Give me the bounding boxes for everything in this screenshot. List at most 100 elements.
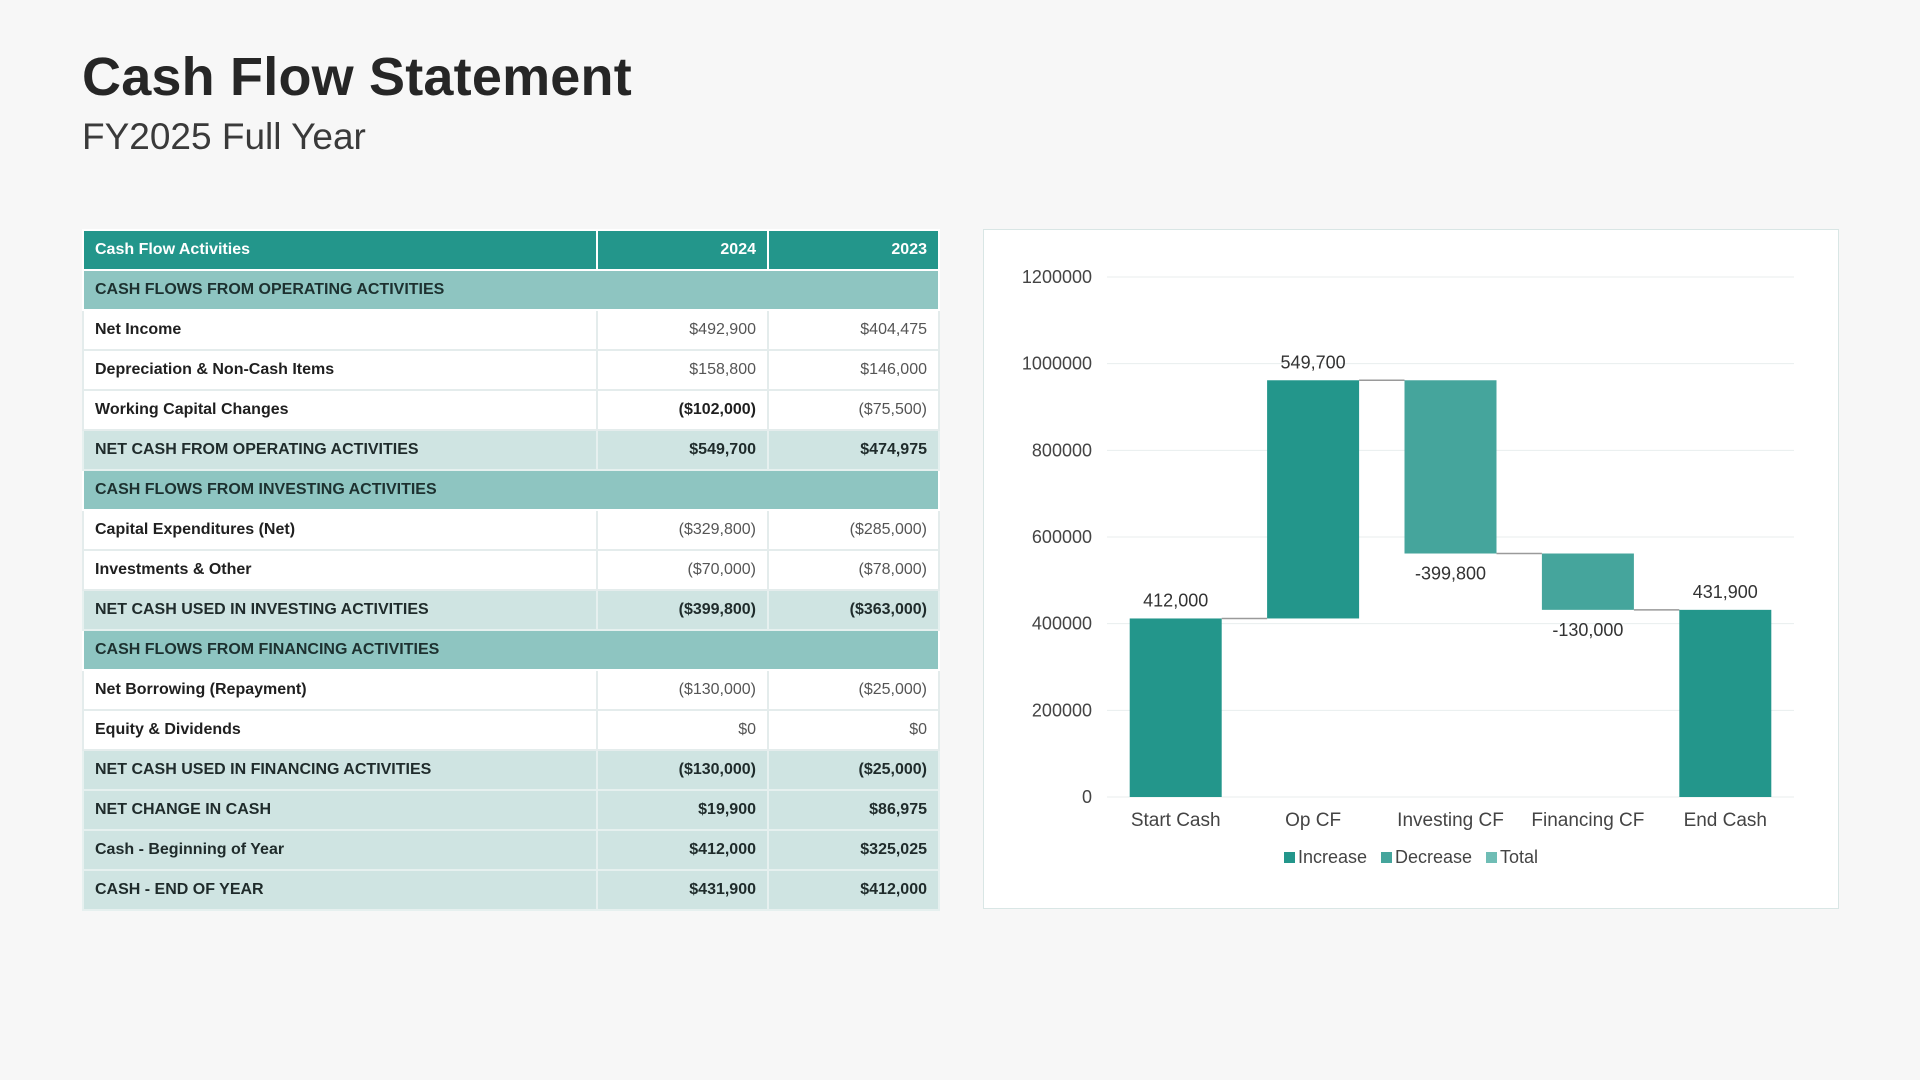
cash-flow-table-container: Cash Flow Activities 2024 2023 CASH FLOW… bbox=[82, 229, 940, 911]
cell-2024: ($130,000) bbox=[596, 669, 769, 711]
row-label: Investments & Other bbox=[82, 549, 598, 591]
cell-2023: $325,025 bbox=[767, 829, 940, 871]
row-label: Capital Expenditures (Net) bbox=[82, 509, 598, 551]
y-tick-label: 200000 bbox=[1032, 700, 1092, 720]
y-tick-label: 600000 bbox=[1032, 527, 1092, 547]
page-title: Cash Flow Statement bbox=[82, 47, 632, 107]
y-tick-label: 800000 bbox=[1032, 440, 1092, 460]
cell-2023: $474,975 bbox=[767, 429, 940, 471]
bar-end-cash bbox=[1679, 609, 1772, 797]
column-header-2024: 2024 bbox=[596, 229, 769, 271]
bar-financing-cf bbox=[1541, 553, 1634, 610]
legend-swatch bbox=[1486, 852, 1498, 863]
cell-2024: $431,900 bbox=[596, 869, 769, 911]
waterfall-chart: 0 200000 400000 600000 800000 1000000 1200000 4… bbox=[1022, 267, 1794, 831]
data-label: 431,900 bbox=[1693, 582, 1758, 602]
cell-2024: ($102,000) bbox=[596, 389, 769, 431]
cell-2024: $412,000 bbox=[596, 829, 769, 871]
cell-2024: ($329,800) bbox=[596, 509, 769, 551]
row-label: CASH - END OF YEAR bbox=[82, 869, 598, 911]
data-label: 412,000 bbox=[1143, 590, 1208, 610]
cell-2023: ($25,000) bbox=[767, 669, 940, 711]
table-row: Depreciation & Non-Cash Items $158,800 $14… bbox=[82, 349, 940, 391]
cell-2024: ($70,000) bbox=[596, 549, 769, 591]
table-section-row: CASH FLOWS FROM FINANCING ACTIVITIES bbox=[82, 629, 940, 671]
table-body: CASH FLOWS FROM OPERATING ACTIVITIES Net … bbox=[82, 269, 940, 911]
cell-2023: $412,000 bbox=[767, 869, 940, 911]
table-row: Net Income $492,900 $404,475 bbox=[82, 309, 940, 351]
table-row: Net Borrowing (Repayment) ($130,000) ($25,… bbox=[82, 669, 940, 711]
waterfall-chart-panel: 0 200000 400000 600000 800000 1000000 1200000 4… bbox=[983, 229, 1839, 909]
bar-start-cash bbox=[1129, 618, 1222, 797]
legend-item: Total bbox=[1486, 847, 1538, 868]
cell-2023: ($25,000) bbox=[767, 749, 940, 791]
data-label: -130,000 bbox=[1552, 620, 1623, 640]
table-row: Working Capital Changes ($102,000) ($75,50… bbox=[82, 389, 940, 431]
data-label: -399,800 bbox=[1415, 564, 1486, 584]
x-category-label: Investing CF bbox=[1397, 810, 1504, 831]
row-label: Working Capital Changes bbox=[82, 389, 598, 431]
legend-swatch bbox=[1380, 852, 1392, 863]
cash-flow-table: Cash Flow Activities 2024 2023 CASH FLOW… bbox=[82, 229, 940, 911]
table-subtotal-row: NET CHANGE IN CASH $19,900 $86,975 bbox=[82, 789, 940, 831]
table-row: Investments & Other ($70,000) ($78,000) bbox=[82, 549, 940, 591]
x-category-label: Financing CF bbox=[1531, 810, 1644, 831]
column-header-activities: Cash Flow Activities bbox=[82, 229, 598, 271]
cell-2023: ($75,500) bbox=[767, 389, 940, 431]
x-category-label: End Cash bbox=[1684, 810, 1767, 831]
chart-legend: Increase Decrease Total bbox=[984, 847, 1838, 868]
cell-2023: $0 bbox=[767, 709, 940, 751]
legend-label: Increase bbox=[1297, 847, 1367, 867]
row-label: NET CASH USED IN FINANCING ACTIVITIES bbox=[82, 749, 598, 791]
cell-2024: $492,900 bbox=[596, 309, 769, 351]
bar-op-cf bbox=[1267, 380, 1360, 619]
cell-2024: $19,900 bbox=[596, 789, 769, 831]
bar-investing-cf bbox=[1404, 380, 1497, 554]
table-row: Capital Expenditures (Net) ($329,800) ($28… bbox=[82, 509, 940, 551]
table-header-row: Cash Flow Activities 2024 2023 bbox=[82, 229, 940, 271]
x-category-label: Op CF bbox=[1285, 810, 1341, 831]
cell-2023: ($285,000) bbox=[767, 509, 940, 551]
column-header-2023: 2023 bbox=[767, 229, 940, 271]
row-label: NET CHANGE IN CASH bbox=[82, 789, 598, 831]
legend-swatch bbox=[1283, 852, 1295, 863]
table-subtotal-row: NET CASH USED IN FINANCING ACTIVITIES ($1… bbox=[82, 749, 940, 791]
cell-2023: ($78,000) bbox=[767, 549, 940, 591]
section-label: CASH FLOWS FROM OPERATING ACTIVITIES bbox=[82, 269, 940, 311]
row-label: NET CASH FROM OPERATING ACTIVITIES bbox=[82, 429, 598, 471]
cell-2024: $0 bbox=[596, 709, 769, 751]
table-subtotal-row: Cash - Beginning of Year $412,000 $325,025 bbox=[82, 829, 940, 871]
row-label: Net Income bbox=[82, 309, 598, 351]
row-label: Cash - Beginning of Year bbox=[82, 829, 598, 871]
section-label: CASH FLOWS FROM FINANCING ACTIVITIES bbox=[82, 629, 940, 671]
data-label: 549,700 bbox=[1281, 352, 1346, 372]
cell-2024: ($399,800) bbox=[596, 589, 769, 631]
row-label: Depreciation & Non-Cash Items bbox=[82, 349, 598, 391]
y-tick-label: 0 bbox=[1082, 787, 1092, 807]
table-section-row: CASH FLOWS FROM OPERATING ACTIVITIES bbox=[82, 269, 940, 311]
legend-label: Total bbox=[1500, 847, 1539, 867]
row-label: Equity & Dividends bbox=[82, 709, 598, 751]
legend-item: Decrease bbox=[1380, 847, 1473, 868]
y-tick-label: 400000 bbox=[1032, 614, 1092, 634]
table-subtotal-row: CASH - END OF YEAR $431,900 $412,000 bbox=[82, 869, 940, 911]
row-label: NET CASH USED IN INVESTING ACTIVITIES bbox=[82, 589, 598, 631]
legend-item: Increase bbox=[1283, 847, 1367, 868]
page-subtitle: FY2025 Full Year bbox=[82, 116, 366, 157]
y-tick-label: 1200000 bbox=[1022, 267, 1092, 287]
table-row: Equity & Dividends $0 $0 bbox=[82, 709, 940, 751]
section-label: CASH FLOWS FROM INVESTING ACTIVITIES bbox=[82, 469, 940, 511]
cell-2023: $146,000 bbox=[767, 349, 940, 391]
legend-label: Decrease bbox=[1394, 847, 1473, 867]
cell-2024: ($130,000) bbox=[596, 749, 769, 791]
table-subtotal-row: NET CASH FROM OPERATING ACTIVITIES $549,7… bbox=[82, 429, 940, 471]
cell-2024: $549,700 bbox=[596, 429, 769, 471]
table-section-row: CASH FLOWS FROM INVESTING ACTIVITIES bbox=[82, 469, 940, 511]
cell-2023: ($363,000) bbox=[767, 589, 940, 631]
y-tick-label: 1000000 bbox=[1022, 354, 1092, 374]
cell-2023: $86,975 bbox=[767, 789, 940, 831]
cell-2024: $158,800 bbox=[596, 349, 769, 391]
cell-2023: $404,475 bbox=[767, 309, 940, 351]
table-subtotal-row: NET CASH USED IN INVESTING ACTIVITIES ($3… bbox=[82, 589, 940, 631]
x-category-label: Start Cash bbox=[1131, 810, 1221, 831]
